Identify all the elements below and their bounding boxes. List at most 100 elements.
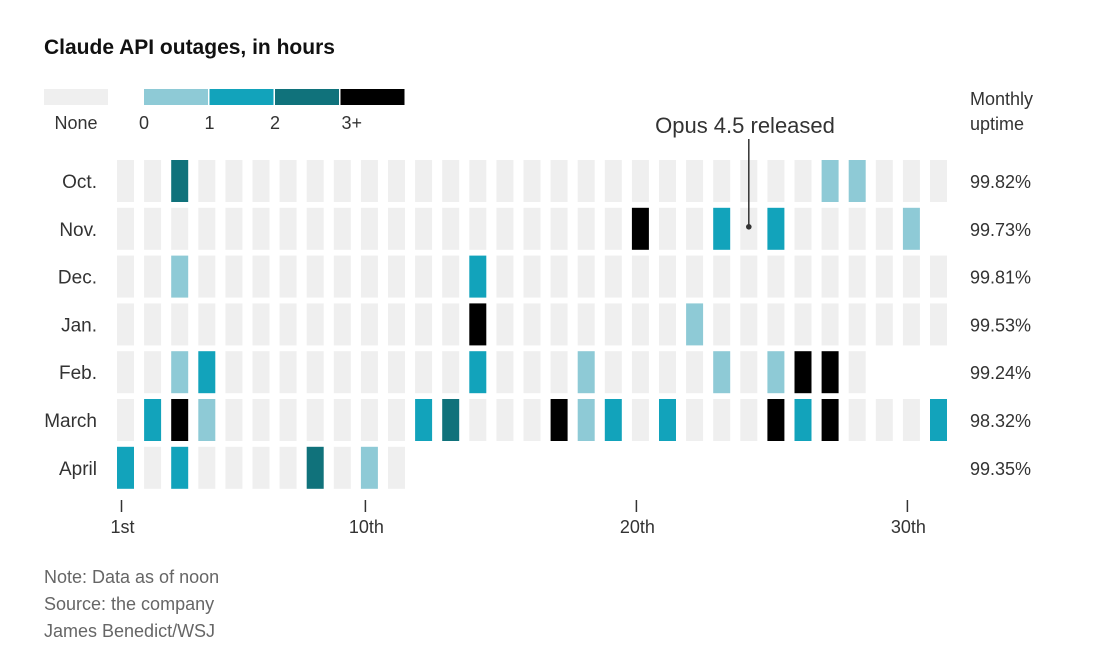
day-cell-feb-8 [306,351,324,394]
day-cell-nov-20 [631,207,649,250]
uptime-value-april: 99.35% [970,459,1031,479]
day-cell-dec-16 [523,255,541,298]
day-cell-feb-16 [523,351,541,394]
day-cell-jan-19 [604,303,622,346]
day-cell-dec-23 [713,255,731,298]
day-cell-feb-6 [252,351,270,394]
day-cell-nov-1 [117,207,134,250]
day-cell-nov-13 [442,207,460,250]
day-cell-jan-16 [523,303,541,346]
day-cell-jan-14 [469,303,487,346]
day-cell-oct-26 [794,160,812,202]
day-cell-march-7 [279,399,297,441]
day-cell-march-28 [848,399,866,441]
day-cell-dec-11 [388,255,405,298]
day-cell-jan-31 [930,303,947,346]
day-cell-march-10 [360,399,378,441]
day-cell-nov-2 [144,207,162,250]
day-cell-feb-5 [225,351,243,394]
day-cell-nov-21 [659,207,676,250]
day-cell-dec-10 [360,255,378,298]
day-cell-nov-11 [388,207,405,250]
day-cell-april-3 [171,446,189,489]
day-cell-oct-3 [171,160,189,202]
day-cell-april-10 [360,446,378,489]
day-cell-march-17 [550,399,568,441]
day-cell-jan-12 [415,303,433,346]
day-cell-oct-2 [144,160,162,202]
day-cell-oct-16 [523,160,541,202]
day-cell-jan-9 [333,303,351,346]
day-cell-march-5 [225,399,243,441]
day-cell-oct-17 [550,160,568,202]
legend-tick-label: 3+ [342,113,363,133]
day-cell-oct-1 [117,160,134,202]
day-cell-april-9 [333,446,351,489]
day-cell-feb-9 [333,351,351,394]
day-cell-dec-1 [117,255,134,298]
day-cell-jan-18 [577,303,595,346]
day-cell-march-12 [415,399,433,441]
legend-swatch-2 [275,89,339,105]
day-cell-march-19 [604,399,622,441]
day-cell-march-21 [659,399,676,441]
day-cell-jan-10 [360,303,378,346]
day-cell-jan-11 [388,303,405,346]
day-cell-jan-17 [550,303,568,346]
day-cell-nov-25 [767,207,785,250]
day-cell-jan-22 [686,303,704,346]
day-cell-dec-26 [794,255,812,298]
day-cell-jan-28 [848,303,866,346]
day-cell-oct-23 [713,160,731,202]
day-cell-march-14 [469,399,487,441]
day-cell-nov-26 [794,207,812,250]
day-cell-oct-30 [902,160,920,202]
day-cell-feb-27 [821,351,839,394]
day-cell-march-13 [442,399,460,441]
day-cell-oct-18 [577,160,595,202]
day-cell-oct-29 [875,160,893,202]
day-cell-april-6 [252,446,270,489]
day-cell-march-8 [306,399,324,441]
day-cell-jan-2 [144,303,162,346]
day-cell-dec-18 [577,255,595,298]
day-cell-dec-25 [767,255,785,298]
outage-heatmap: None 0 1 2 3+ Monthly uptime Oct. 99.82% Nov. 99.7… [44,89,1033,537]
day-cell-march-23 [713,399,731,441]
day-cell-oct-27 [821,160,839,202]
x-tick-label: 20th [620,517,655,537]
day-cell-feb-18 [577,351,595,394]
day-cell-nov-17 [550,207,568,250]
day-cell-nov-18 [577,207,595,250]
day-cell-march-18 [577,399,595,441]
legend-swatch-0 [144,89,208,105]
day-cell-oct-21 [659,160,676,202]
day-cell-nov-9 [333,207,351,250]
day-cell-march-11 [388,399,405,441]
day-cell-oct-22 [686,160,704,202]
legend-swatch-3 [340,89,405,105]
day-cell-dec-4 [198,255,216,298]
day-cell-jan-27 [821,303,839,346]
day-cell-march-20 [631,399,649,441]
day-cell-oct-7 [279,160,297,202]
day-cell-dec-8 [306,255,324,298]
day-cell-feb-13 [442,351,460,394]
chart-source: Source: the company [44,594,215,614]
day-cell-nov-7 [279,207,297,250]
day-cell-feb-24 [740,351,758,394]
uptime-value-dec: 99.81% [970,268,1031,288]
uptime-value-oct: 99.82% [970,172,1031,192]
day-cell-dec-6 [252,255,270,298]
day-cell-oct-28 [848,160,866,202]
day-cell-oct-11 [388,160,405,202]
day-cell-nov-5 [225,207,243,250]
day-cell-jan-21 [659,303,676,346]
day-cell-dec-14 [469,255,487,298]
day-cell-dec-24 [740,255,758,298]
uptime-header-line: Monthly [970,89,1033,109]
day-cell-jan-30 [902,303,920,346]
day-cell-nov-4 [198,207,216,250]
day-cell-feb-1 [117,351,134,394]
day-cell-jan-3 [171,303,189,346]
